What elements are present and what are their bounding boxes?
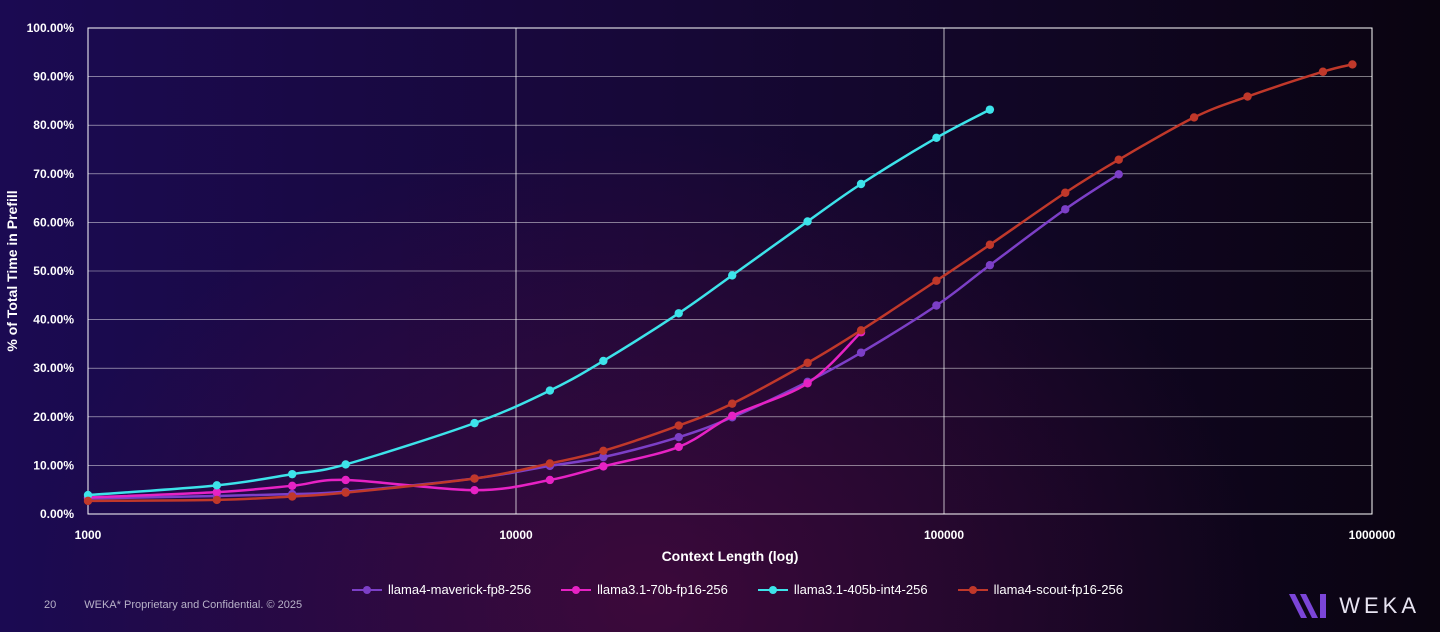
legend-item: llama4-scout-fp16-256 <box>957 582 1123 597</box>
data-point <box>932 301 941 310</box>
legend-item: llama3.1-405b-int4-256 <box>757 582 928 597</box>
legend-label: llama3.1-70b-fp16-256 <box>597 582 728 597</box>
y-tick-label: 70.00% <box>33 167 74 181</box>
vertical-gridlines <box>87 28 1373 514</box>
series-llama4-scout-fp16-256 <box>83 60 1357 506</box>
data-point <box>341 475 350 485</box>
data-point <box>341 460 350 469</box>
y-tick-label: 40.00% <box>33 313 74 327</box>
brand-logo: WEKA <box>1289 590 1420 622</box>
confidential-notice: WEKA* Proprietary and Confidential. © 20… <box>84 599 303 611</box>
data-point <box>728 399 737 408</box>
y-tick-label: 90.00% <box>33 70 74 84</box>
legend-swatch <box>352 584 382 596</box>
data-point <box>288 469 297 479</box>
x-tick-label: 1000 <box>75 528 102 542</box>
legend-label: llama4-scout-fp16-256 <box>993 582 1123 597</box>
y-tick-label: 60.00% <box>33 215 74 229</box>
data-point <box>728 411 737 421</box>
data-point <box>470 474 479 483</box>
x-tick-label: 1000000 <box>1349 528 1396 542</box>
data-point <box>985 260 995 270</box>
legend-swatch <box>957 584 988 596</box>
legend-swatch <box>561 584 592 596</box>
data-point <box>1189 113 1199 122</box>
data-point <box>803 379 812 388</box>
data-point <box>1061 188 1070 197</box>
y-tick-label: 80.00% <box>33 118 74 132</box>
data-point <box>856 348 866 357</box>
legend-label: llama3.1-405b-int4-256 <box>793 582 928 597</box>
y-tick-label: 30.00% <box>33 361 74 375</box>
data-point <box>1243 92 1252 101</box>
data-point <box>212 481 222 490</box>
data-point <box>1318 67 1328 76</box>
data-point <box>985 240 995 249</box>
data-point <box>470 485 479 495</box>
data-point <box>545 386 555 395</box>
y-tick-label: 50.00% <box>33 264 74 278</box>
data-point <box>545 459 555 468</box>
data-point <box>674 309 683 318</box>
legend-item: llama3.1-70b-fp16-256 <box>561 582 728 597</box>
data-point <box>803 358 812 368</box>
data-point <box>599 462 608 471</box>
data-point <box>1348 60 1357 69</box>
data-point <box>545 475 555 485</box>
data-point <box>674 442 683 452</box>
data-point <box>1114 155 1123 164</box>
data-point <box>985 105 995 114</box>
data-point <box>83 490 93 500</box>
line-chart: 0.00% 10.00% 20.00% 30.00% 40.00% 50.00% 60.00… <box>4 21 1396 564</box>
data-point <box>674 433 683 442</box>
data-point <box>856 326 866 335</box>
legend-label: llama4-maverick-fp8-256 <box>388 582 532 597</box>
x-tick-label: 10000 <box>499 528 533 542</box>
data-point <box>803 217 812 226</box>
slide-footer: 20 WEKA* Proprietary and Confidential. ©… <box>44 599 302 611</box>
data-point <box>728 271 737 280</box>
legend-swatch <box>757 584 788 596</box>
y-tick-label: 10.00% <box>33 458 74 472</box>
x-axis-title: Context Length (log) <box>662 548 799 564</box>
series-line <box>87 331 862 499</box>
data-point <box>599 446 608 456</box>
y-tick-label: 0.00% <box>40 507 74 521</box>
series-line <box>87 108 991 497</box>
data-point <box>599 452 608 462</box>
data-point <box>932 133 941 143</box>
page-number: 20 <box>44 599 57 611</box>
series-line <box>87 63 1353 503</box>
data-point <box>1061 205 1070 214</box>
horizontal-gridlines <box>88 27 1372 515</box>
y-tick-label: 20.00% <box>33 410 74 424</box>
y-axis-title: % of Total Time in Prefill <box>4 190 20 351</box>
data-point <box>212 487 222 497</box>
data-point <box>288 492 297 501</box>
chart-legend: llama4-maverick-fp8-256 llama3.1-70b-fp16… <box>352 582 1123 597</box>
data-point <box>674 421 683 430</box>
x-axis-tick-labels: 1000 10000 100000 1000000 <box>75 528 1396 542</box>
brand-name: WEKA <box>1339 593 1420 618</box>
y-tick-label: 100.00% <box>27 21 75 35</box>
data-point <box>212 495 222 505</box>
data-point <box>288 481 297 491</box>
data-point <box>932 276 941 285</box>
series-layer <box>83 60 1357 506</box>
weka-logo-icon <box>1289 594 1327 618</box>
data-point <box>1114 170 1123 179</box>
data-point <box>83 496 93 506</box>
series-llama3-1-405b-int4-256 <box>83 105 995 500</box>
data-point <box>856 179 866 189</box>
data-point <box>599 356 608 366</box>
x-tick-label: 100000 <box>924 528 964 542</box>
data-point <box>470 418 479 428</box>
data-point <box>341 488 350 497</box>
legend-item: llama4-maverick-fp8-256 <box>352 582 531 597</box>
y-axis-tick-labels: 0.00% 10.00% 20.00% 30.00% 40.00% 50.00% 60.00… <box>27 21 75 521</box>
